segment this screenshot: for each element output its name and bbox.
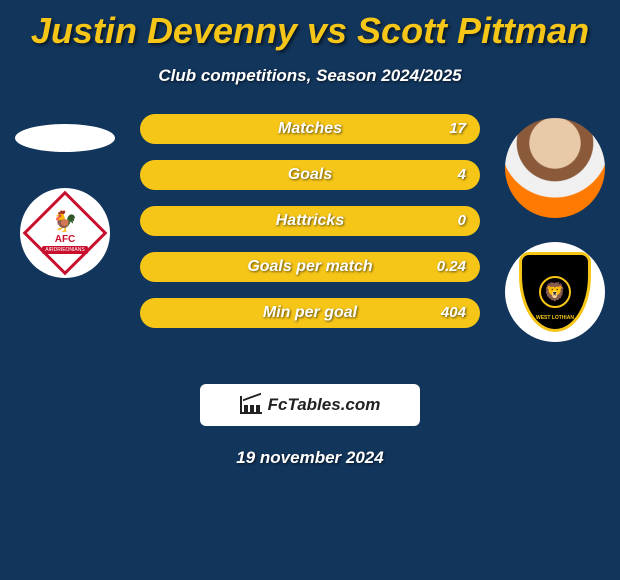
stat-label: Goals per match xyxy=(140,252,480,282)
player-right-avatar xyxy=(505,118,605,218)
subtitle: Club competitions, Season 2024/2025 xyxy=(0,66,620,86)
comparison-card: Justin Devenny vs Scott Pittman Club com… xyxy=(0,0,620,580)
player-left-club-badge: 🐓 AFC AIRDRIEONIANS xyxy=(20,188,110,278)
stat-bar: Min per goal404 xyxy=(140,298,480,328)
stat-value: 4 xyxy=(458,160,466,190)
player-left-avatar-placeholder xyxy=(15,124,115,152)
rooster-icon: 🐓 xyxy=(53,212,78,232)
afc-crest-icon: 🐓 AFC AIRDRIEONIANS xyxy=(35,203,95,263)
stat-value: 0.24 xyxy=(437,252,466,282)
stat-label: Hattricks xyxy=(140,206,480,236)
stat-bar: Hattricks0 xyxy=(140,206,480,236)
left-player-col: 🐓 AFC AIRDRIEONIANS xyxy=(10,124,120,278)
stat-label: Min per goal xyxy=(140,298,480,328)
stat-bar: Matches17 xyxy=(140,114,480,144)
stat-bar: Goals4 xyxy=(140,160,480,190)
stats-area: 🐓 AFC AIRDRIEONIANS 🦁 WEST LOTHIAN Match… xyxy=(0,124,620,364)
stat-bar: Goals per match0.24 xyxy=(140,252,480,282)
stat-value: 404 xyxy=(441,298,466,328)
shield-banner-text: WEST LOTHIAN xyxy=(536,315,574,321)
stat-value: 0 xyxy=(458,206,466,236)
stat-bars: Matches17 Goals4 Hattricks0 Goals per match… xyxy=(140,114,480,344)
brand-box[interactable]: FcTables.com xyxy=(200,384,420,426)
chart-icon xyxy=(240,396,262,414)
player-right-club-badge: 🦁 WEST LOTHIAN xyxy=(505,242,605,342)
stat-value: 17 xyxy=(449,114,466,144)
right-player-col: 🦁 WEST LOTHIAN xyxy=(500,118,610,342)
stat-label: Goals xyxy=(140,160,480,190)
page-title: Justin Devenny vs Scott Pittman xyxy=(0,0,620,52)
club-name-banner: AIRDRIEONIANS xyxy=(42,246,87,254)
livingston-shield-icon: 🦁 WEST LOTHIAN xyxy=(519,252,591,332)
lion-icon: 🦁 xyxy=(539,276,571,308)
brand-text: FcTables.com xyxy=(268,395,381,415)
club-abbrev: AFC xyxy=(55,234,76,245)
stat-label: Matches xyxy=(140,114,480,144)
date-text: 19 november 2024 xyxy=(0,448,620,468)
